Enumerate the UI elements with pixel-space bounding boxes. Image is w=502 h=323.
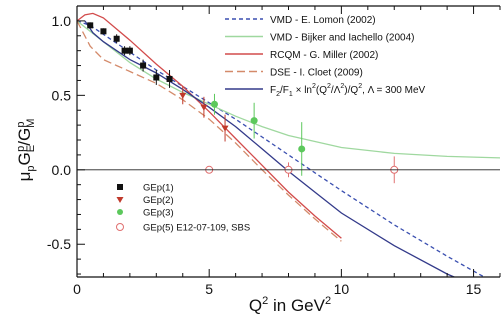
data-point-triangle <box>200 104 208 111</box>
y-axis-label: μpGEp/GMp <box>15 119 37 182</box>
data-point-square <box>126 47 133 54</box>
legend-label: DSE - I. Cloet (2009) <box>270 68 363 79</box>
series-line <box>84 20 456 277</box>
data-point-circle <box>298 145 306 153</box>
x-tick-label: 15 <box>466 281 482 297</box>
legend-data-label: GEp(3) <box>143 208 174 219</box>
legend-label: VMD - Bijker and Iachello (2004) <box>270 33 415 44</box>
y-tick-label: 1.0 <box>52 13 72 29</box>
legend-data-label: GEp(1) <box>143 183 174 194</box>
x-axis-label: Q2 in GeV2 <box>249 295 331 315</box>
data-point-square <box>113 35 120 42</box>
legend-label: RCQM - G. Miller (2002) <box>270 50 378 61</box>
series-line <box>77 12 342 239</box>
x-tick-label: 0 <box>73 281 81 297</box>
y-tick-label: 0.0 <box>52 162 72 178</box>
data-point-square <box>166 75 173 82</box>
legend-label: VMD - E. Lomon (2002) <box>270 15 376 26</box>
legend-marker-square <box>117 184 123 190</box>
data-point-square <box>153 74 160 81</box>
data-point-circle <box>250 117 258 125</box>
data-point-square <box>100 28 107 35</box>
data-point-square <box>121 47 128 54</box>
data-point-circle <box>210 100 218 108</box>
x-tick-label: 5 <box>205 281 213 297</box>
data-point-square <box>87 22 94 29</box>
data-point-triangle <box>221 125 229 132</box>
legend-marker-triangle <box>116 197 124 203</box>
data-point-triangle <box>179 92 187 99</box>
legend-theory-curves: VMD - E. Lomon (2002) VMD - Bijker and Ia… <box>225 15 426 98</box>
legend-marker-open-circle <box>116 223 124 231</box>
y-tick-label: -0.5 <box>47 236 71 252</box>
legend-label: F2/F1 × ln2(Q2/Λ2)/Q2, Λ = 300 MeV <box>270 83 426 98</box>
axis-ticks: 0 5 10 15 -0.5 0.0 0.5 1.0 <box>47 5 501 297</box>
plot-area <box>77 12 500 277</box>
y-tick-label: 0.5 <box>52 87 72 103</box>
legend-marker-circle <box>117 209 123 215</box>
series-line <box>77 20 500 159</box>
x-tick-label: 10 <box>334 281 350 297</box>
legend-data-label: GEp(2) <box>143 195 174 206</box>
legend-data-label: GEp(5) E12-07-109, SBS <box>143 223 250 234</box>
data-point-square <box>140 62 147 69</box>
legend-data-sets: GEp(1)GEp(2) GEp(3) GEp(5) E12-07-109, SBS <box>116 183 250 234</box>
